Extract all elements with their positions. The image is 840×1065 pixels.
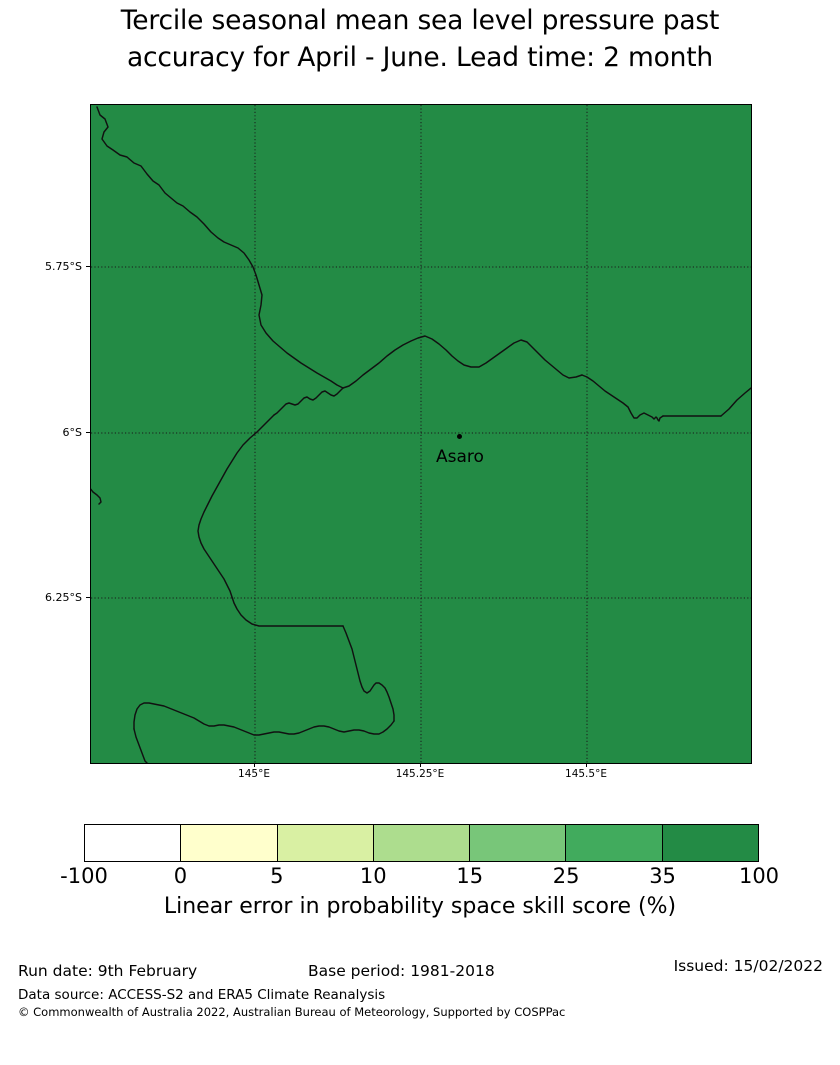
colorbar-segment-1: [181, 825, 278, 861]
tick-mark-lon-145E: [254, 763, 255, 767]
footer-base-period: Base period: 1981-2018: [308, 962, 495, 980]
axis-label-lon-145.5E: 145.5°E: [565, 768, 607, 780]
colorbar-tick-25: 25: [552, 864, 580, 888]
colorbar-segment-3: [373, 825, 471, 861]
colorbar-tick-35: 35: [649, 864, 676, 888]
map-plot-area[interactable]: Asaro: [90, 104, 752, 764]
page-title-line-2: accuracy for April - June. Lead time: 2 …: [127, 42, 713, 73]
colorbar-tick-100: 100: [738, 864, 780, 888]
footer-data-source: Data source: ACCESS-S2 and ERA5 Climate …: [18, 987, 386, 1003]
footer-run-date: Run date: 9th February: [18, 962, 198, 980]
footer-issued-date: Issued: 15/02/2022: [673, 957, 823, 975]
colorbar-axis-label: Linear error in probability space skill …: [163, 894, 677, 919]
axis-label-lon-145E: 145°E: [238, 768, 270, 780]
axis-label-lat-6S: 6°S: [62, 426, 82, 439]
colorbar-track: [84, 824, 759, 862]
page-title: Tercile seasonal mean sea level pressure…: [0, 0, 840, 76]
colorbar-segment-2: [277, 825, 374, 861]
axis-label-lat-6.25S: 6.25°S: [45, 591, 82, 604]
tick-mark-lat-6.25S: [86, 597, 90, 598]
tick-mark-lat-6S: [86, 432, 90, 433]
colorbar-segment-0: [85, 825, 182, 861]
map-vector-overlay: [91, 105, 751, 763]
tick-mark-lon-145.25E: [420, 763, 421, 767]
boundary-north-east: [342, 335, 583, 389]
colorbar-tick-15: 15: [456, 864, 484, 888]
colorbar-tick-10: 10: [359, 864, 387, 888]
page-title-line-1: Tercile seasonal mean sea level pressure…: [120, 5, 720, 36]
boundary-south-descent: [133, 728, 148, 763]
boundary-north-west: [96, 106, 344, 389]
boundary-south-spur: [342, 625, 395, 722]
map-boundary-lines: [91, 106, 751, 763]
colorbar-segment-4: [470, 825, 567, 861]
boundary-south-main: [133, 702, 395, 736]
tick-mark-lat-5.75S: [86, 266, 90, 267]
boundary-east-block: [720, 387, 751, 417]
boundary-central-ridge: [273, 387, 344, 416]
axis-label-lon-145.25E: 145.25°E: [395, 768, 445, 780]
colorbar-tick-0: 0: [173, 864, 188, 888]
colorbar-tick-5: 5: [270, 864, 284, 888]
axis-label-lat-5.75S: 5.75°S: [45, 260, 82, 273]
tick-mark-lon-145.5E: [586, 763, 587, 767]
colorbar[interactable]: -100 0 5 10 15 25 35 100: [60, 824, 779, 888]
boundary-west-district: [197, 414, 344, 627]
city-label-asaro: Asaro: [436, 447, 484, 467]
boundary-east-plateau: [581, 374, 664, 422]
footer-copyright: © Commonwealth of Australia 2022, Austra…: [18, 1005, 566, 1019]
boundary-west-fragment: [91, 488, 102, 505]
colorbar-tick--100: -100: [60, 864, 108, 888]
city-dot-icon: [456, 433, 462, 439]
colorbar-segment-5: [566, 825, 663, 861]
map-gridlines: [91, 105, 751, 763]
colorbar-segment-6: [662, 825, 758, 861]
